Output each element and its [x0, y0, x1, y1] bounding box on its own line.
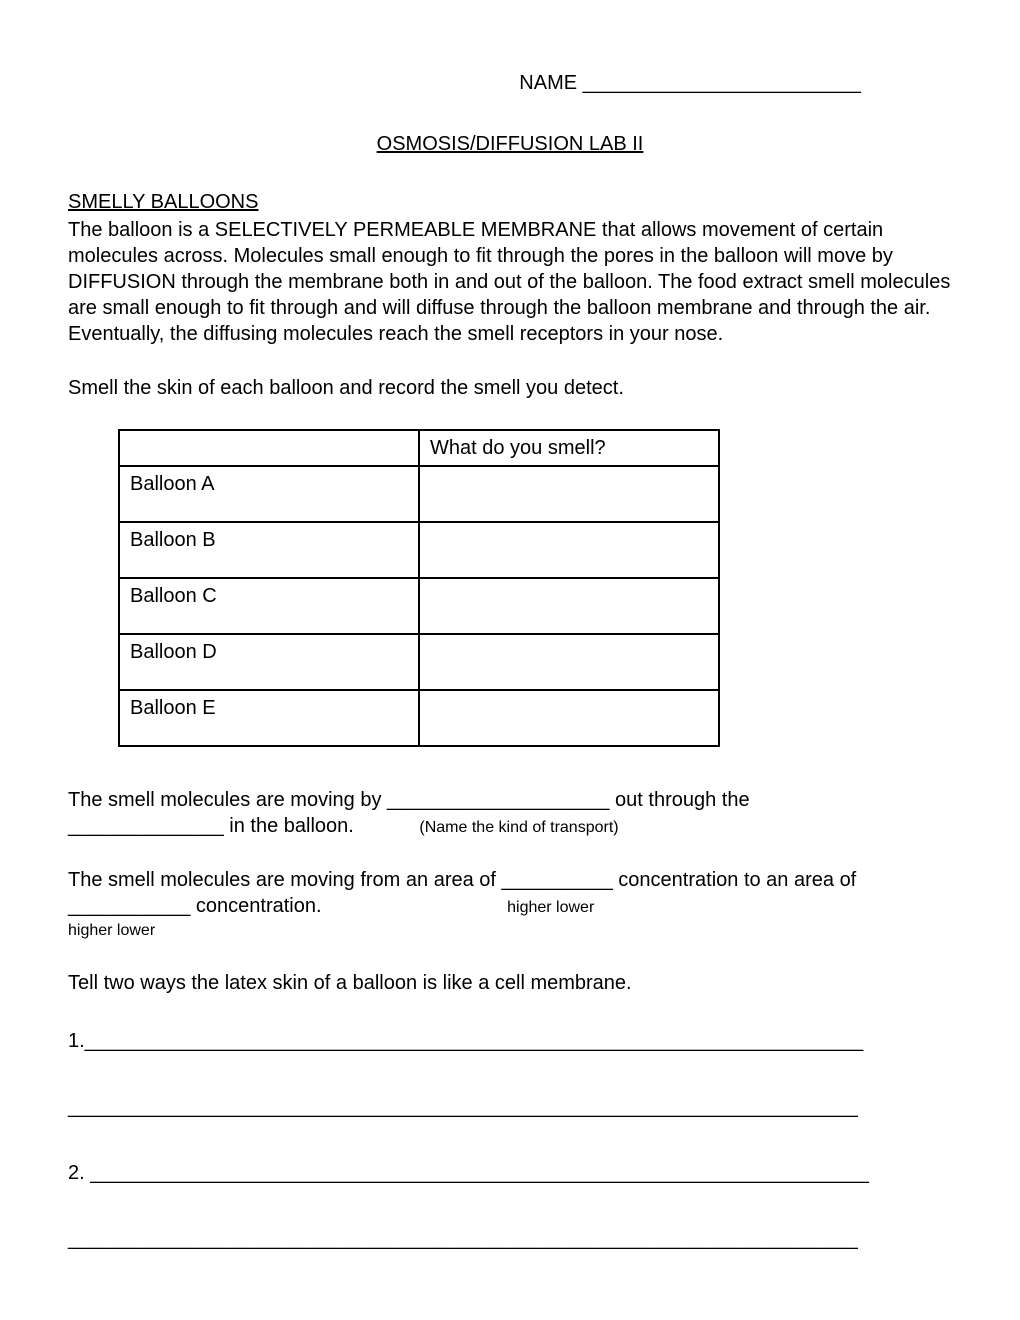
fill2-line2[interactable]: ___________ concentration. [68, 895, 322, 917]
fill2-hint1: higher lower [507, 899, 594, 916]
answer-1-line1[interactable]: 1.______________________________________… [68, 1028, 952, 1054]
intro-paragraph: The balloon is a SELECTIVELY PERMEABLE M… [68, 217, 952, 347]
observation-table: What do you smell? Balloon A Balloon B B… [118, 429, 720, 747]
table-row: Balloon A [119, 466, 719, 522]
fill-in-blank-1: The smell molecules are moving by ______… [68, 787, 952, 839]
question-text: Tell two ways the latex skin of a balloo… [68, 970, 952, 996]
section-heading: SMELLY BALLOONS [68, 189, 952, 215]
instruction-text: Smell the skin of each balloon and recor… [68, 375, 952, 401]
answer-1-line2[interactable]: ________________________________________… [68, 1094, 952, 1120]
table-header-col2: What do you smell? [419, 430, 719, 466]
document-title: OSMOSIS/DIFFUSION LAB II [68, 131, 952, 157]
answer-2-line1[interactable]: 2. _____________________________________… [68, 1160, 952, 1186]
table-row-input[interactable] [419, 522, 719, 578]
table-row-input[interactable] [419, 578, 719, 634]
table-row-label: Balloon E [119, 690, 419, 746]
table-row: Balloon E [119, 690, 719, 746]
fill-in-blank-2: The smell molecules are moving from an a… [68, 867, 952, 942]
table-header-empty [119, 430, 419, 466]
table-row-label: Balloon A [119, 466, 419, 522]
fill1-hint: (Name the kind of transport) [419, 819, 618, 836]
table-row-label: Balloon B [119, 522, 419, 578]
name-field[interactable]: NAME _________________________ [428, 70, 952, 96]
table-row: Balloon C [119, 578, 719, 634]
fill2-hint2: higher lower [68, 921, 952, 942]
table-row-label: Balloon C [119, 578, 419, 634]
table-row: Balloon B [119, 522, 719, 578]
table-row-input[interactable] [419, 634, 719, 690]
table-row-input[interactable] [419, 690, 719, 746]
answer-2-line2[interactable]: ________________________________________… [68, 1226, 952, 1252]
table-row-label: Balloon D [119, 634, 419, 690]
table-row: Balloon D [119, 634, 719, 690]
table-row-input[interactable] [419, 466, 719, 522]
fill1-line1[interactable]: The smell molecules are moving by ______… [68, 787, 952, 813]
fill2-line1[interactable]: The smell molecules are moving from an a… [68, 867, 952, 893]
fill1-line2[interactable]: ______________ in the balloon. [68, 815, 354, 837]
table-header-row: What do you smell? [119, 430, 719, 466]
